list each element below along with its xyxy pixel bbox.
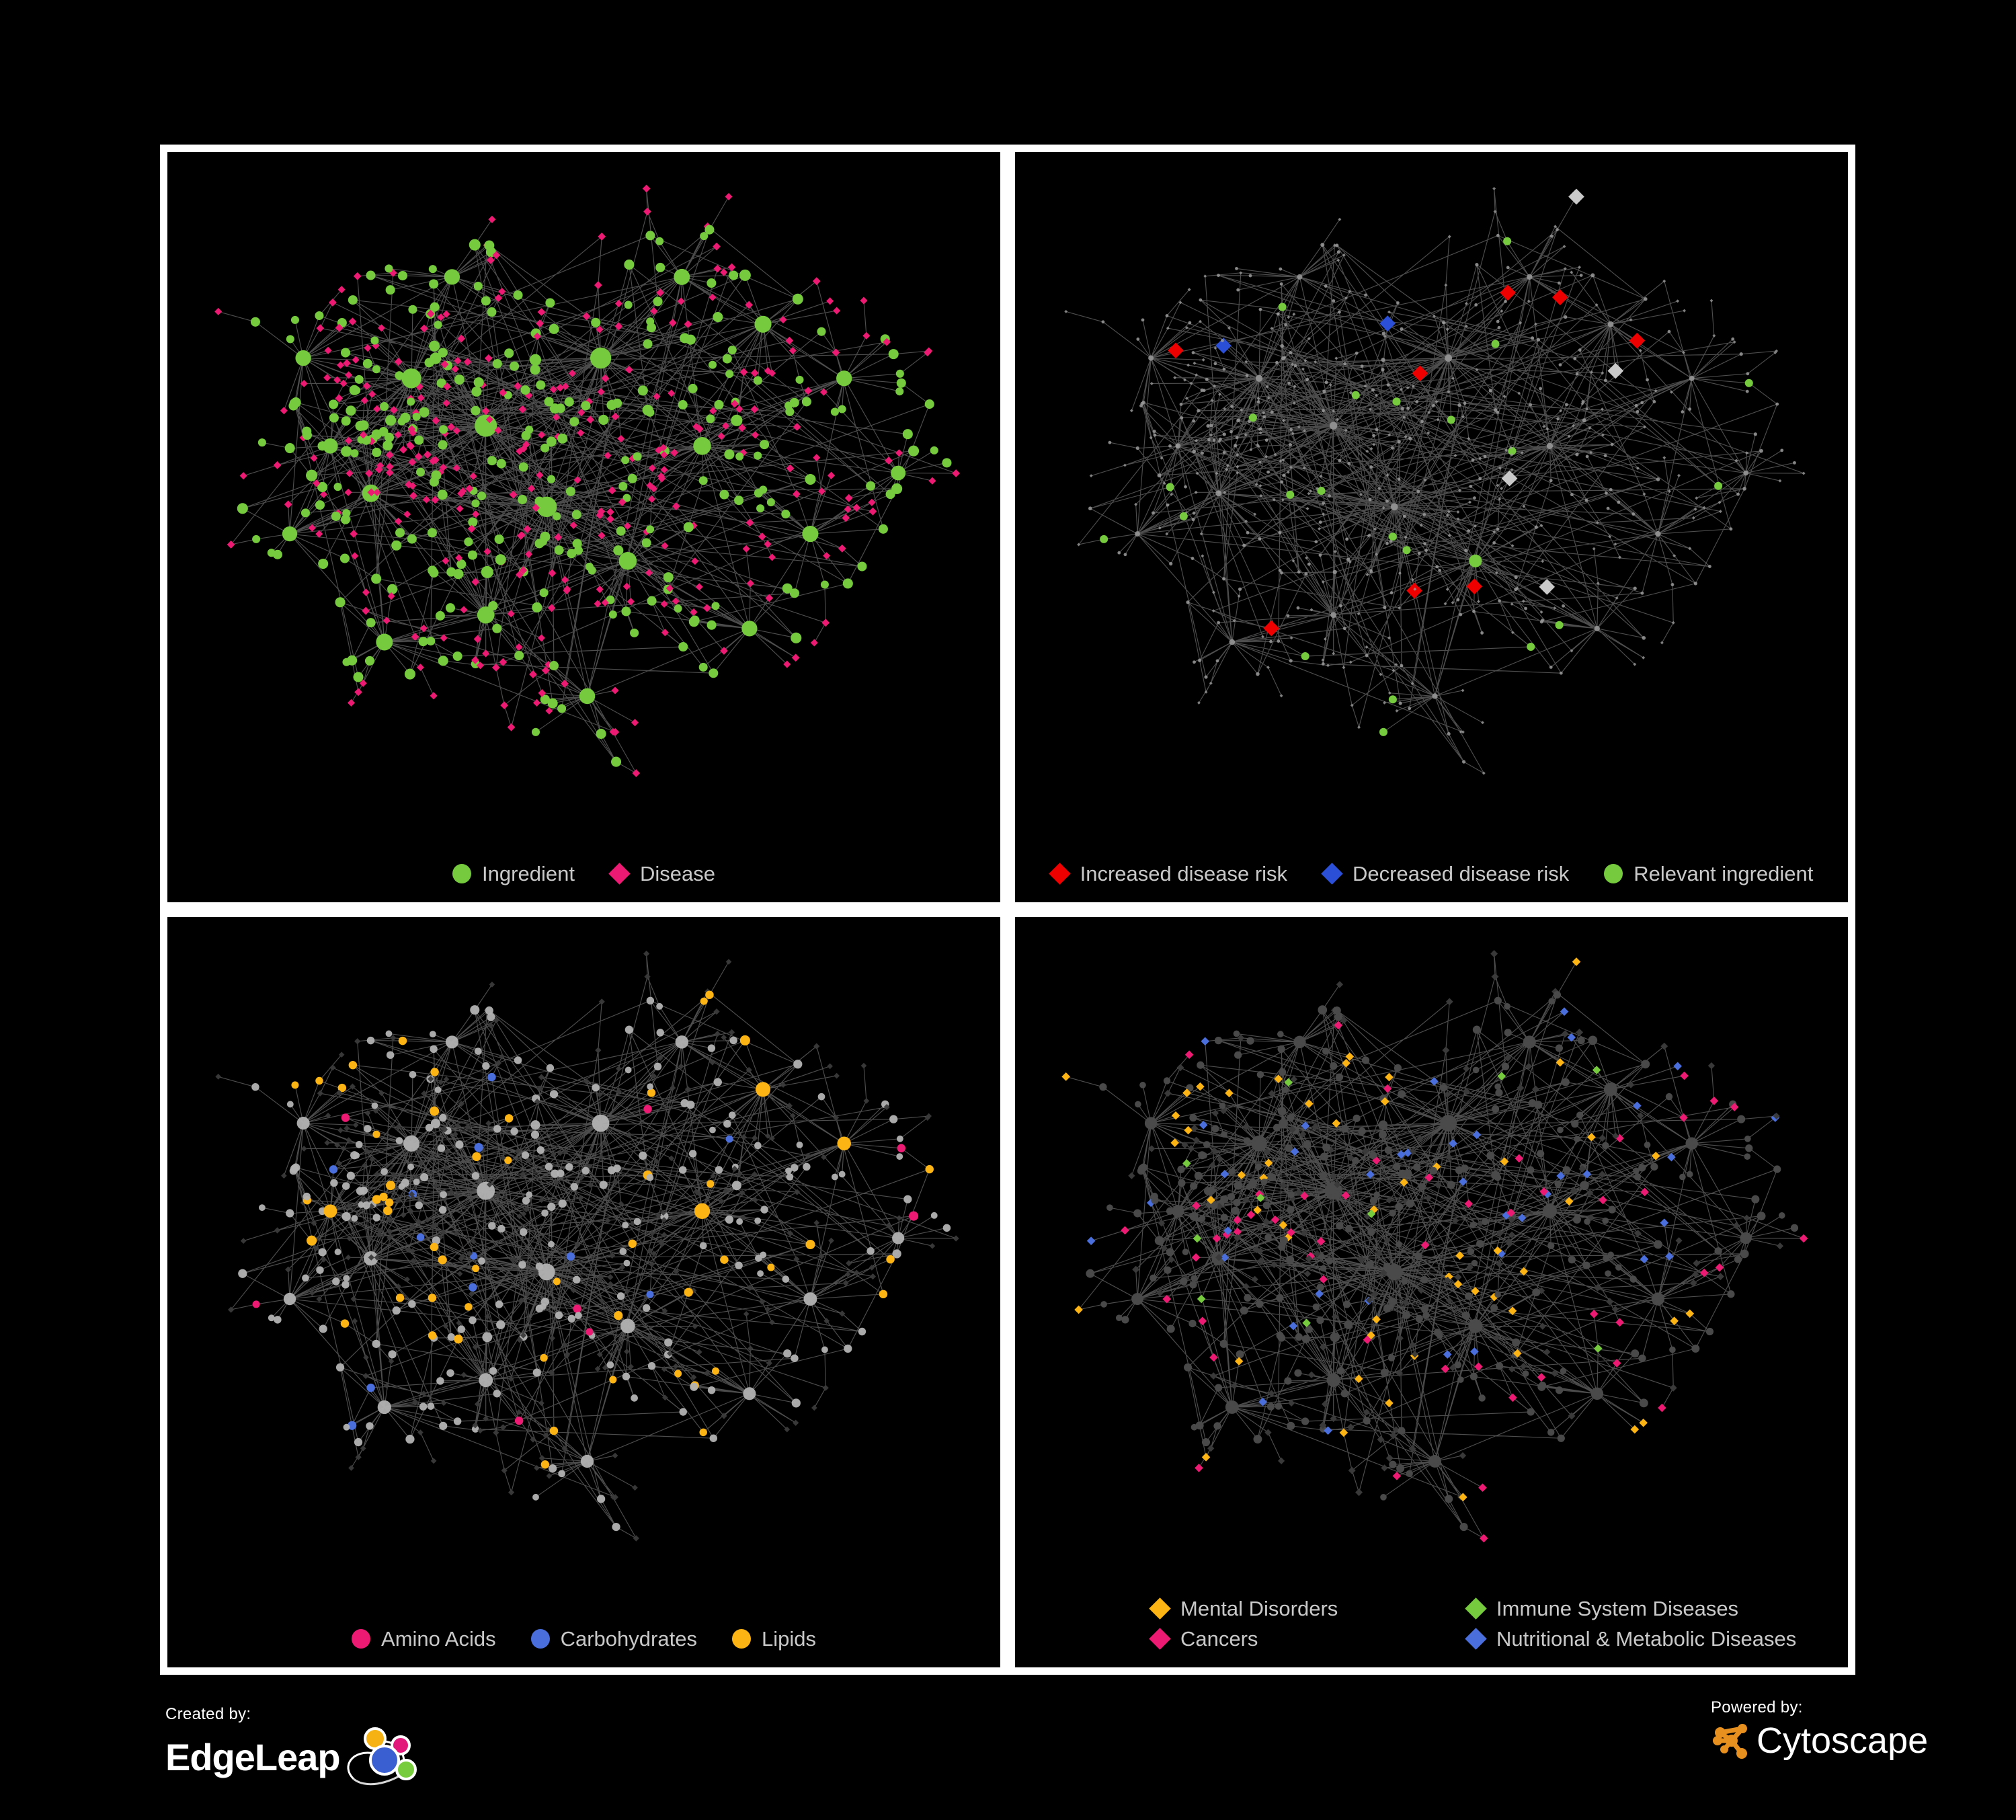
panel-nutrient-class-network[interactable]: Amino Acids Carbohydrates Lipids xyxy=(167,917,1000,1667)
network-canvas-4[interactable] xyxy=(1016,918,1847,1667)
cytoscape-wordmark: Cytoscape xyxy=(1757,1720,1929,1761)
cytoscape-logo-icon xyxy=(1713,1724,1747,1759)
created-by-kicker: Created by: xyxy=(165,1705,251,1723)
powered-by-brand: Powered by: Cytoscape xyxy=(1711,1698,1928,1762)
panel-ingredient-disease-network[interactable]: Ingredient Disease xyxy=(167,152,1000,902)
network-canvas-1[interactable] xyxy=(168,153,1000,902)
panel-disease-category-network[interactable]: Mental Disorders Immune System Diseases Ca… xyxy=(1015,917,1848,1667)
panel-grid: Ingredient Disease Increased disease risk… xyxy=(160,145,1855,1675)
network-canvas-2[interactable] xyxy=(1016,153,1847,902)
panel-disease-risk-network[interactable]: Increased disease risk Decreased disease … xyxy=(1015,152,1848,902)
edgeleap-wordmark: EdgeLeap xyxy=(165,1736,341,1778)
network-canvas-3[interactable] xyxy=(168,918,1000,1667)
figure-footer: Created by: EdgeLeap Powered by: xyxy=(0,1681,2016,1820)
created-by-brand: Created by: EdgeLeap xyxy=(165,1705,425,1788)
edgeleap-logo-icon xyxy=(347,1727,417,1786)
powered-by-kicker: Powered by: xyxy=(1711,1698,1803,1716)
